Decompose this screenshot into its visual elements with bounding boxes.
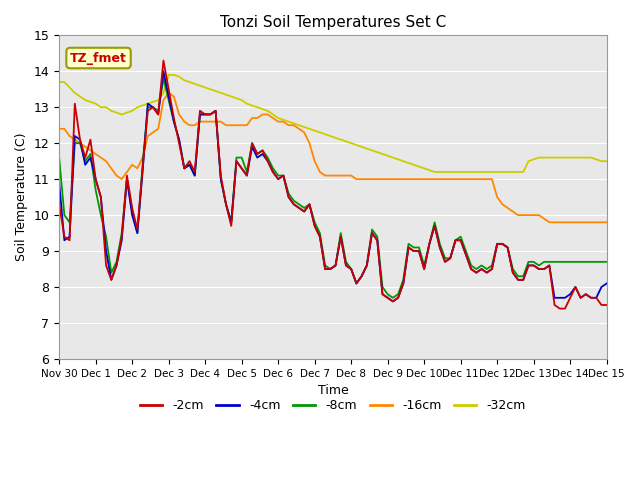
-4cm — [71, 133, 79, 139]
-8cm — [71, 140, 79, 146]
X-axis label: Time: Time — [317, 384, 348, 397]
-2cm — [436, 245, 444, 251]
-16cm — [384, 176, 392, 182]
-8cm — [420, 263, 428, 268]
-32cm — [379, 151, 387, 157]
-16cm — [603, 219, 611, 225]
-2cm — [379, 291, 387, 297]
Title: Tonzi Soil Temperatures Set C: Tonzi Soil Temperatures Set C — [220, 15, 446, 30]
-16cm — [545, 219, 553, 225]
-2cm — [159, 58, 167, 63]
-8cm — [441, 255, 449, 261]
-32cm — [165, 72, 173, 78]
-16cm — [71, 137, 79, 143]
-4cm — [540, 266, 548, 272]
-16cm — [55, 126, 63, 132]
-2cm — [55, 202, 63, 207]
-16cm — [379, 176, 387, 182]
-32cm — [415, 164, 423, 169]
-2cm — [556, 306, 564, 312]
-32cm — [384, 153, 392, 159]
-4cm — [159, 69, 167, 74]
-2cm — [535, 266, 543, 272]
-2cm — [603, 302, 611, 308]
Line: -16cm: -16cm — [59, 93, 607, 222]
-4cm — [420, 266, 428, 272]
-4cm — [603, 280, 611, 286]
-16cm — [436, 176, 444, 182]
-4cm — [379, 291, 387, 297]
-32cm — [603, 158, 611, 164]
Line: -8cm: -8cm — [59, 78, 607, 298]
-16cm — [165, 90, 173, 96]
-32cm — [441, 169, 449, 175]
Line: -32cm: -32cm — [59, 75, 607, 172]
Y-axis label: Soil Temperature (C): Soil Temperature (C) — [15, 133, 28, 262]
-2cm — [415, 248, 423, 254]
-4cm — [55, 180, 63, 186]
-32cm — [71, 90, 79, 96]
-4cm — [389, 299, 397, 304]
-8cm — [159, 75, 167, 81]
Line: -4cm: -4cm — [59, 72, 607, 301]
Text: TZ_fmet: TZ_fmet — [70, 51, 127, 64]
-8cm — [540, 259, 548, 265]
-8cm — [384, 291, 392, 297]
Line: -2cm: -2cm — [59, 60, 607, 309]
-8cm — [603, 259, 611, 265]
-8cm — [379, 284, 387, 290]
-8cm — [55, 155, 63, 160]
-2cm — [71, 101, 79, 107]
-4cm — [384, 295, 392, 300]
-32cm — [431, 169, 438, 175]
-32cm — [540, 155, 548, 160]
-2cm — [384, 295, 392, 300]
-4cm — [441, 259, 449, 265]
-32cm — [55, 79, 63, 85]
-8cm — [389, 295, 397, 300]
-16cm — [535, 212, 543, 218]
Legend: -2cm, -4cm, -8cm, -16cm, -32cm: -2cm, -4cm, -8cm, -16cm, -32cm — [135, 395, 531, 418]
-16cm — [415, 176, 423, 182]
